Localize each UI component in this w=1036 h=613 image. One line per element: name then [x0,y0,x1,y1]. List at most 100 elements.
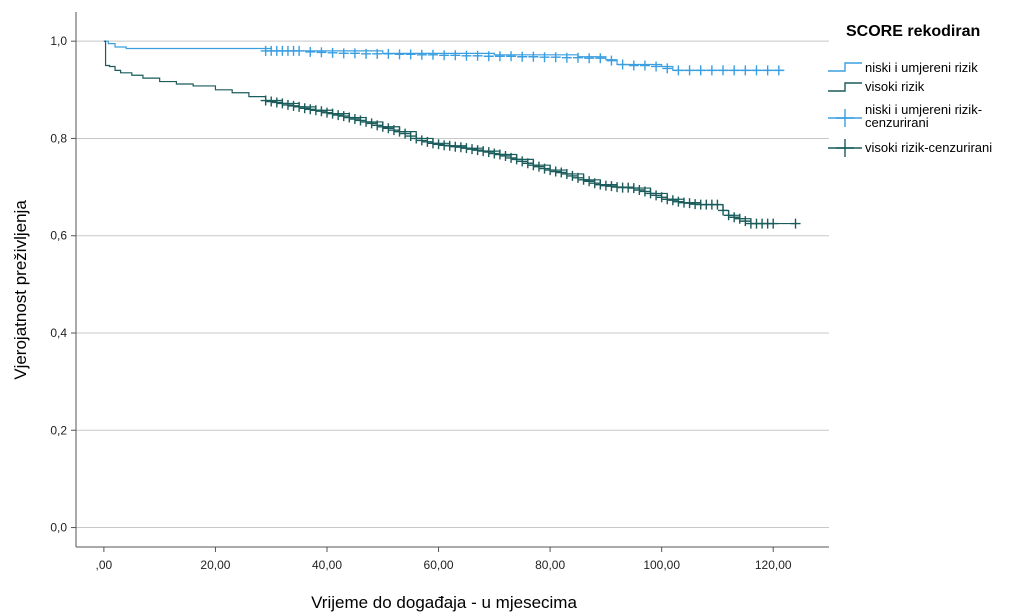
censor-mark [595,53,606,64]
censor-mark [550,166,561,177]
censor-mark [422,136,433,147]
censor-mark [427,49,438,60]
x-axis-title: Vrijeme do događaja - u mjesecima [311,593,577,612]
censor-mark [489,148,500,159]
censor-mark [718,65,729,76]
censor-mark [651,190,662,201]
censor-mark [282,99,293,110]
censor-mark [584,176,595,187]
series-low-risk [103,40,785,76]
censor-mark [651,61,662,72]
x-tick-label: 40,00 [312,558,342,572]
censor-mark [333,110,344,121]
x-tick-label: 100,00 [643,558,680,572]
legend-item: niski i umjereni rizik [828,60,978,75]
censor-mark [394,126,405,137]
legend-title: SCORE rekodiran [846,23,980,40]
censor-mark [573,52,583,63]
series [103,40,801,229]
censor-mark [405,49,416,60]
censor-mark [656,192,667,203]
censor-mark [366,118,377,129]
censor-mark [712,199,723,210]
censor-mark [595,179,606,190]
censor-mark [416,49,427,60]
y-tick-label: 1,0 [50,34,67,48]
censor-mark [556,167,567,178]
censor-mark [539,52,550,63]
y-tick-label: 0,8 [50,131,67,145]
censor-mark [439,50,450,61]
legend-swatch [828,62,862,72]
censor-mark [506,152,517,163]
censor-mark [472,50,483,61]
censor-mark [740,216,751,227]
legend-label: niski i umjereni rizik- [865,102,982,117]
legend-item: niski i umjereni rizik-cenzurirani [828,102,982,130]
legend-entries: niski i umjereni rizik visoki rizik niski … [828,60,992,157]
censor-mark [684,198,695,209]
censor-mark [349,48,360,59]
censor-mark [450,50,461,61]
censor-mark [740,65,751,76]
censor-mark [517,156,528,167]
censor-mark [416,135,427,146]
censor-mark [606,55,617,66]
y-tick-label: 0,6 [50,229,67,243]
censor-mark [639,60,650,71]
censor-mark [606,181,617,192]
censor-mark [561,168,572,179]
censor-mark [288,100,299,111]
censor-mark [768,218,779,229]
censor-mark [372,48,383,59]
censor-mark [427,138,438,149]
censor-mark [723,210,734,221]
censor-mark [305,104,316,115]
x-tick-label: 120,00 [755,558,792,572]
censor-mark [673,196,684,207]
axes [75,12,829,548]
censor-mark [494,149,505,160]
censor-mark [388,125,399,136]
censor-mark [433,139,444,150]
x-tick-label: ,00 [96,558,113,572]
censor-mark [734,213,745,224]
censor-mark [266,96,277,107]
censor-mark [634,185,645,196]
censor-mark [383,48,394,59]
censor-mark [455,142,466,153]
legend-label: niski i umjereni rizik [865,60,978,75]
censor-mark [299,103,310,114]
censor-mark [706,65,717,76]
censor-mark [500,150,511,161]
censor-mark [762,65,773,76]
legend-label: visoki rizik-cenzurirani [865,140,992,155]
censor-mark [790,218,801,229]
censor-mark [394,49,405,60]
censor-mark [461,50,472,61]
censor-mark [355,115,366,126]
censor-mark [589,178,600,189]
censor-mark [444,140,455,151]
censor-mark [494,51,505,62]
censor-mark [533,161,544,172]
censor-mark [528,160,539,171]
x-tick-label: 20,00 [200,558,230,572]
censor-mark [528,51,539,62]
censor-mark [377,121,388,132]
censor-mark [517,51,528,62]
censor-mark [305,46,316,57]
censor-mark [472,145,483,156]
censor-mark [751,65,762,76]
censor-mark [338,48,349,59]
y-tick-label: 0,2 [50,423,67,437]
censor-mark [522,158,533,169]
censor-mark [294,101,305,112]
legend-item: visoki rizik-cenzurirani [828,139,992,157]
legend-item: visoki rizik [828,79,925,94]
censor-mark [361,116,372,127]
censor-mark [461,143,472,154]
censor-mark [467,144,478,155]
legend-swatch [828,82,862,92]
censor-mark [327,47,338,58]
